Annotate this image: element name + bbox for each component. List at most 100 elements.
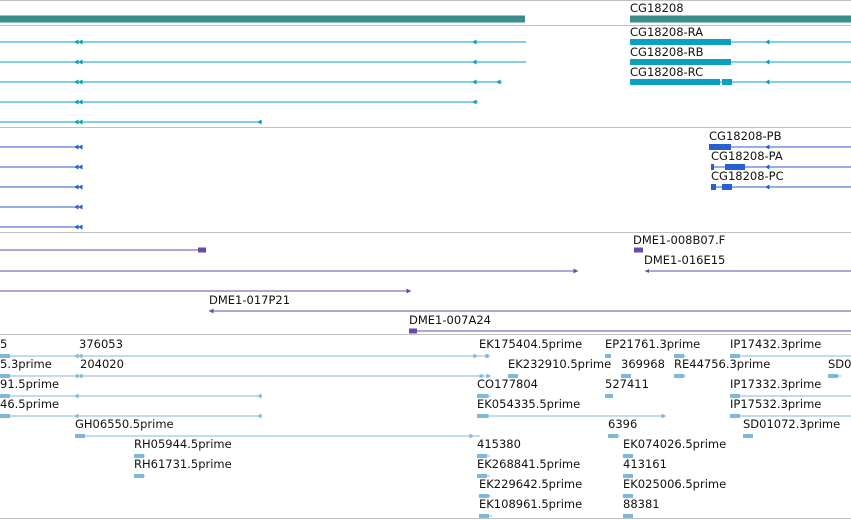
- transcript-exon: [630, 79, 720, 85]
- left-arrow-icon: [645, 269, 649, 273]
- est-label: EK074026.5prime: [623, 437, 727, 451]
- left-arrow-icon: [74, 59, 79, 65]
- left-arrow-icon: [257, 413, 262, 419]
- left-arrow-icon: [74, 39, 79, 45]
- left-arrow-icon: [608, 433, 613, 439]
- left-arrow-icon: [484, 413, 489, 419]
- left-arrow-icon: [257, 393, 262, 399]
- est-block: [477, 394, 487, 398]
- protein-label-pc: CG18208-PC: [711, 169, 784, 183]
- transcript-exon: [630, 59, 731, 65]
- transcript-exon: [722, 79, 732, 85]
- est-label: SD01072.3prime: [743, 417, 841, 431]
- left-arrow-icon: [78, 204, 83, 210]
- left-arrow-icon: [74, 393, 79, 399]
- est-label: RE44756.3prime: [674, 357, 771, 371]
- est-block: [730, 394, 740, 398]
- est-label: SD0: [828, 357, 851, 371]
- est-block: [75, 434, 85, 438]
- left-arrow-icon: [730, 393, 735, 399]
- left-arrow-icon: [74, 373, 79, 379]
- left-arrow-icon: [74, 79, 79, 85]
- protein-label-pb: CG18208-PB: [709, 129, 782, 143]
- est-block: [730, 414, 740, 418]
- clone-label-016e15: DME1-016E15: [644, 253, 726, 267]
- left-arrow-icon: [496, 79, 501, 85]
- left-arrow-icon: [730, 413, 735, 419]
- left-arrow-icon: [75, 433, 80, 439]
- gene-bar: [0, 15, 525, 23]
- left-arrow-icon: [508, 373, 513, 379]
- est-block: [477, 474, 487, 478]
- clone-block: [634, 247, 643, 253]
- clone-label-008b07: DME1-008B07.F: [633, 233, 726, 247]
- transcript-label-rc: CG18208-RC: [630, 65, 704, 79]
- est-block: [730, 354, 740, 358]
- right-arrow-icon: [573, 268, 578, 274]
- est-label: 5: [0, 337, 8, 351]
- est-label: 527411: [605, 377, 649, 391]
- est-label: EK229642.5prime: [479, 477, 583, 491]
- est-block: [508, 374, 518, 378]
- clone-block: [409, 328, 417, 334]
- est-label: EK025006.5prime: [623, 477, 727, 491]
- left-arrow-icon: [472, 79, 477, 85]
- left-arrow-icon: [78, 224, 83, 230]
- left-arrow-icon: [74, 204, 79, 210]
- left-arrow-icon: [623, 473, 628, 479]
- left-arrow-icon: [623, 493, 628, 499]
- left-arrow-icon: [765, 39, 770, 45]
- gene-bar: [630, 15, 851, 23]
- left-arrow-icon: [484, 393, 489, 399]
- est-label: EK108961.5prime: [479, 497, 583, 511]
- left-arrow-icon: [765, 184, 770, 190]
- left-arrow-icon: [74, 413, 79, 419]
- est-block: [0, 414, 10, 418]
- est-block: [134, 454, 144, 458]
- protein-exon: [709, 144, 731, 150]
- left-arrow-icon: [478, 373, 483, 379]
- left-arrow-icon: [623, 513, 628, 519]
- est-block: [828, 374, 838, 378]
- est-block: [477, 454, 487, 458]
- right-arrow-icon: [202, 248, 206, 252]
- est-label: 376053: [79, 337, 123, 351]
- left-arrow-icon: [623, 453, 628, 459]
- left-arrow-icon: [78, 79, 83, 85]
- est-label: 413161: [623, 457, 667, 471]
- left-arrow-icon: [765, 164, 770, 170]
- right-arrow-icon: [406, 288, 411, 294]
- left-arrow-icon: [134, 473, 139, 479]
- est-label: 91.5prime: [0, 377, 60, 391]
- est-block: [477, 414, 487, 418]
- left-arrow-icon: [477, 413, 482, 419]
- clone-label-017p21: DME1-017P21: [209, 293, 291, 307]
- left-arrow-icon: [477, 473, 482, 479]
- est-block: [623, 494, 633, 498]
- protein-exon: [711, 184, 716, 190]
- est-label: RH61731.5prime: [134, 457, 232, 471]
- est-label: 46.5prime: [0, 397, 60, 411]
- left-arrow-icon: [74, 144, 79, 150]
- est-block: [674, 374, 684, 378]
- est-block: [0, 374, 10, 378]
- right-arrow-icon: [473, 353, 478, 359]
- protein-exon: [725, 164, 745, 170]
- left-arrow-icon: [74, 99, 79, 105]
- left-arrow-icon: [78, 373, 83, 379]
- est-block: [623, 514, 633, 518]
- left-arrow-icon: [621, 373, 626, 379]
- est-label: EK054335.5prime: [477, 397, 581, 411]
- left-arrow-icon: [78, 59, 83, 65]
- transcript-label-rb: CG18208-RB: [630, 45, 704, 59]
- est-label: EP21761.3prime: [605, 337, 701, 351]
- left-arrow-icon: [74, 119, 79, 125]
- clone-label-007a24: DME1-007A24: [409, 313, 491, 327]
- est-block: [621, 374, 631, 378]
- gene-label: CG18208: [630, 1, 684, 15]
- left-arrow-icon: [74, 164, 79, 170]
- left-arrow-icon: [477, 393, 482, 399]
- left-arrow-icon: [74, 353, 79, 359]
- est-label: 204020: [80, 357, 124, 371]
